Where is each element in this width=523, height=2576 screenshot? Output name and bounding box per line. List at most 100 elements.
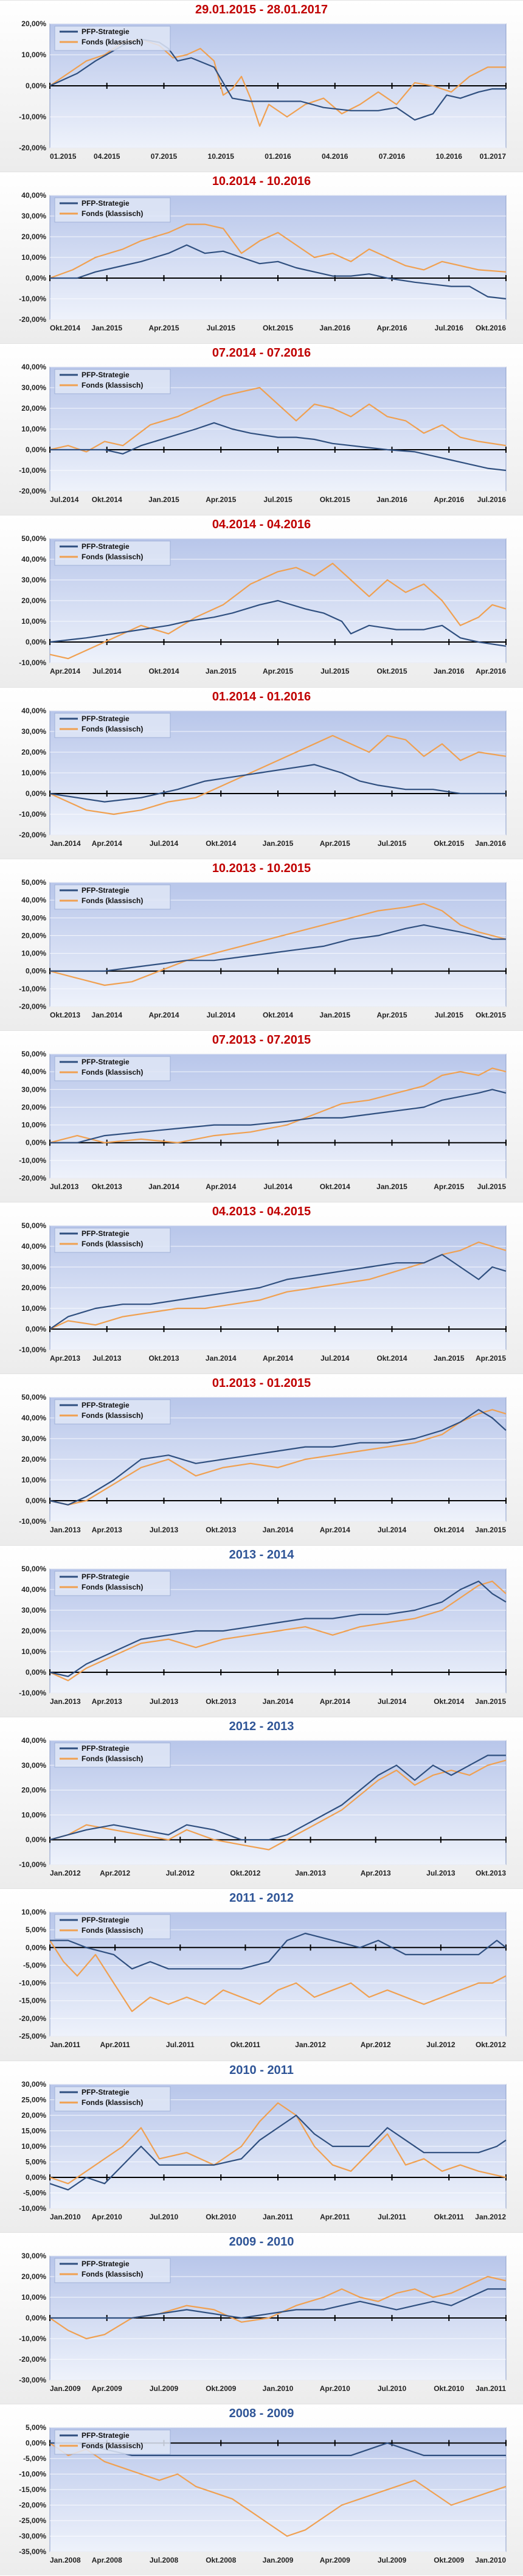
legend-item-strategy-label: PFP-Strategie: [81, 1572, 130, 1581]
y-tick-label: -10,00%: [19, 295, 46, 303]
y-tick-label: 0,00%: [26, 274, 46, 282]
y-tick-label: 10,00%: [21, 2142, 46, 2151]
x-tick-label: Apr.2016: [434, 495, 464, 504]
y-tick-label: -10,00%: [19, 1346, 46, 1354]
y-tick-label: -10,00%: [19, 810, 46, 819]
chart-svg: 50,00% 40,00% 30,00% 20,00% 10,00% 0,00% -10,0…: [19, 878, 507, 1019]
series-line-strategy: [50, 1933, 507, 1970]
x-tick-label: Jan.2011: [263, 2213, 293, 2221]
legend-item-fund-label: Fonds (klassisch): [81, 1754, 143, 1763]
series-line-strategy: [49, 1580, 507, 1678]
x-tick-label: Jan.2015: [263, 839, 294, 848]
chart-svg: 30,00% 25,00% 20,00% 15,00% 10,00% 5,00% 0,00%…: [19, 2080, 507, 2221]
x-tick-label: Jul.2014: [150, 839, 179, 848]
x-tick-label: Okt.2012: [476, 2040, 506, 2049]
legend-item-strategy-label: PFP-Strategie: [81, 199, 130, 208]
x-tick-label: 04.2016: [322, 152, 348, 161]
y-tick-label: -10,00%: [19, 658, 46, 667]
x-tick-label: Okt.2015: [434, 839, 464, 848]
chart-svg: 40,00% 30,00% 20,00% 10,00% 0,00% -10,00% -20,…: [19, 363, 507, 504]
chart-panel: 01.2014 - 01.2016 40,00% 30,00% 20,00% 10,00…: [0, 686, 523, 859]
y-tick-label: 10,00%: [21, 1304, 46, 1313]
y-tick-label: 10,00%: [21, 253, 46, 262]
x-tick-label: 01.2015: [50, 152, 77, 161]
x-tick-label: Jan.2014: [148, 1182, 179, 1191]
x-tick-label: Jan.2016: [319, 324, 350, 332]
x-tick-label: Apr.2011: [100, 2040, 130, 2049]
chart-title: 2008 - 2009: [229, 2406, 294, 2420]
x-tick-label: Okt.2013: [92, 1182, 122, 1191]
x-tick-label: Apr.2009: [320, 2556, 350, 2564]
x-tick-label: Jan.2015: [475, 1697, 506, 1706]
x-tick-label: Apr.2013: [361, 1869, 391, 1877]
x-tick-label: Apr.2012: [100, 1869, 130, 1877]
x-tick-label: Apr.2016: [376, 324, 407, 332]
x-tick-label: Okt.2010: [434, 2384, 464, 2393]
series-line-strategy: [49, 1254, 507, 1330]
y-tick-label: 0,00%: [26, 1139, 46, 1147]
legend-item-fund-label: Fonds (klassisch): [81, 2442, 143, 2450]
y-tick-label: 40,00%: [21, 191, 46, 200]
legend-box: [54, 1227, 171, 1253]
x-tick-label: Jan.2013: [50, 1526, 81, 1534]
y-tick-label: 10,00%: [21, 51, 46, 59]
y-tick-label: 0,00%: [26, 2314, 46, 2322]
x-tick-label: Jul.2013: [50, 1182, 79, 1191]
y-tick-label: 30,00%: [21, 2080, 46, 2089]
legend-item-strategy-label: PFP-Strategie: [81, 371, 130, 379]
y-tick-label: 0,00%: [26, 1944, 46, 1952]
y-tick-label: 20,00%: [21, 19, 46, 28]
legend-box: [54, 197, 171, 223]
x-tick-label: Apr.2013: [50, 1354, 80, 1363]
legend-item-fund-label: Fonds (klassisch): [81, 2098, 143, 2107]
chart-svg: 40,00% 30,00% 20,00% 10,00% 0,00% -10,00% Jan.…: [19, 1736, 507, 1877]
y-tick-label: 30,00%: [21, 383, 46, 392]
y-tick-label: 30,00%: [21, 1085, 46, 1094]
x-tick-label: Jul.2014: [50, 495, 79, 504]
x-tick-label: Okt.2015: [320, 495, 350, 504]
x-tick-label: Apr.2015: [476, 1354, 506, 1363]
x-tick-label: Jan.2012: [295, 2040, 326, 2049]
x-tick-label: Jan.2010: [475, 2556, 506, 2564]
chart-panel: 2009 - 2010 30,00% 20,00% 10,00% 0,00% -10,00…: [0, 2232, 523, 2404]
legend-item-strategy-label: PFP-Strategie: [81, 1058, 130, 1066]
y-tick-label: 0,00%: [26, 1496, 46, 1505]
legend-box: [54, 2258, 171, 2283]
y-tick-label: 30,00%: [21, 2252, 46, 2260]
x-tick-label: 04.2015: [94, 152, 120, 161]
x-tick-label: Okt.2009: [206, 2384, 236, 2393]
y-tick-label: -10,00%: [19, 2470, 46, 2478]
y-tick-label: 10,00%: [21, 1120, 46, 1129]
x-tick-label: Jan.2016: [434, 667, 465, 675]
legend-item-fund-label: Fonds (klassisch): [81, 896, 143, 905]
y-tick-label: 30,00%: [21, 1263, 46, 1271]
y-tick-label: 0,00%: [26, 445, 46, 454]
y-tick-label: 30,00%: [21, 913, 46, 922]
x-tick-label: Jul.2012: [426, 2040, 455, 2049]
x-tick-label: Okt.2014: [376, 1354, 407, 1363]
x-tick-label: Jan.2016: [376, 495, 407, 504]
series-line-fund: [49, 223, 507, 279]
series-line-strategy: [49, 1409, 507, 1506]
x-tick-label: Okt.2013: [206, 1697, 236, 1706]
chart-svg: 50,00% 40,00% 30,00% 20,00% 10,00% 0,00% -10,0…: [19, 1050, 507, 1191]
y-tick-label: 40,00%: [21, 555, 46, 564]
series-line-fund: [49, 2102, 507, 2184]
x-tick-label: Jul.2016: [435, 324, 464, 332]
x-tick-label: Jan.2011: [50, 2040, 80, 2049]
y-tick-label: -25,00%: [19, 2516, 46, 2525]
y-tick-label: -20,00%: [19, 831, 46, 839]
chart-title: 10.2013 - 10.2015: [212, 861, 311, 875]
y-tick-label: -30,00%: [19, 2376, 46, 2384]
series-line-strategy: [50, 1088, 507, 1143]
x-tick-label: Apr.2013: [92, 1526, 122, 1534]
y-tick-label: 40,00%: [21, 896, 46, 904]
y-tick-label: 10,00%: [21, 1647, 46, 1656]
y-tick-label: -10,00%: [19, 1979, 46, 1988]
y-tick-label: 10,00%: [21, 1908, 46, 1916]
y-tick-label: 5,00%: [26, 2157, 46, 2166]
legend-box: [54, 2429, 171, 2455]
y-tick-label: 40,00%: [21, 1585, 46, 1594]
y-tick-label: 0,00%: [26, 638, 46, 646]
